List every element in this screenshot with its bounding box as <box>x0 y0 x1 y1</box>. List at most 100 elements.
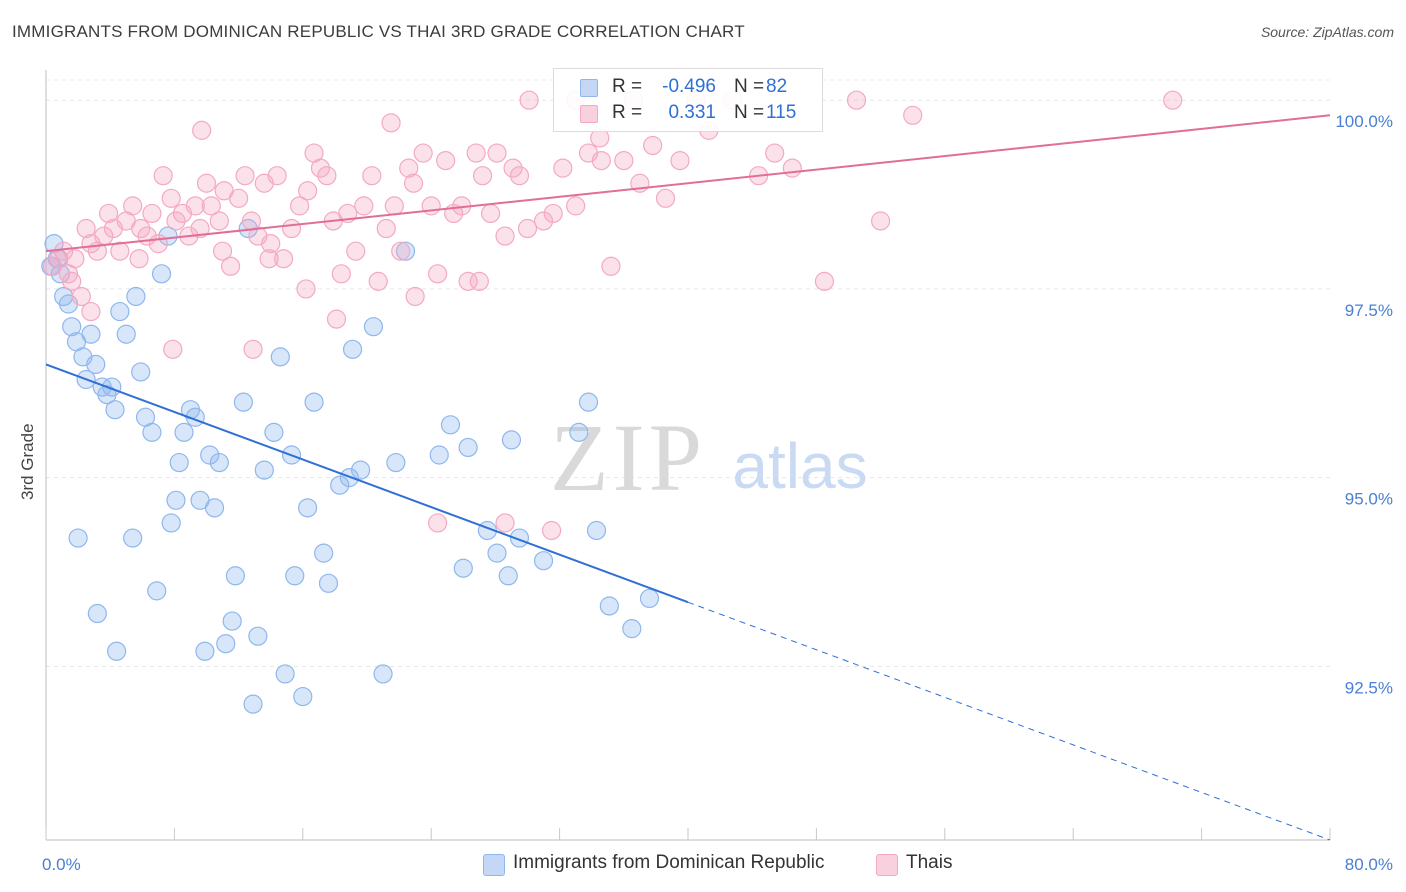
point-dominican <box>166 490 186 510</box>
point-dominican <box>131 362 151 382</box>
point-dominican <box>533 551 554 571</box>
point-thais <box>814 271 835 291</box>
legend-n-value: 82 <box>766 76 788 97</box>
point-dominican <box>50 264 71 284</box>
point-thais <box>259 249 279 269</box>
series-swatch-thais <box>876 854 898 876</box>
point-dominican <box>107 641 127 661</box>
x-tick-label: 80.0% <box>1345 855 1393 874</box>
point-thais <box>495 513 515 533</box>
point-dominican <box>204 498 225 518</box>
x-tick-label: 0.0% <box>42 855 81 874</box>
point-thais <box>517 218 538 239</box>
y-tick-label: 95.0% <box>1345 490 1393 509</box>
point-dominican <box>195 641 215 661</box>
point-thais <box>403 173 424 193</box>
point-thais <box>346 241 366 261</box>
point-thais <box>399 158 419 178</box>
point-thais <box>405 286 425 307</box>
point-dominican <box>102 377 122 397</box>
trend-lines <box>45 114 1331 841</box>
point-thais <box>331 264 351 284</box>
point-dominican <box>147 581 167 601</box>
point-thais <box>201 196 221 216</box>
point-dominican <box>318 573 339 593</box>
point-dominican <box>285 566 305 586</box>
legend-swatch-dominican <box>580 79 598 97</box>
point-thais <box>381 113 401 133</box>
point-dominican <box>87 603 107 624</box>
point-dominican <box>304 392 324 412</box>
point-thais <box>782 158 802 178</box>
point-dominican <box>453 558 473 578</box>
point-dominican <box>110 301 130 322</box>
point-dominican <box>158 226 178 246</box>
point-thais <box>289 196 310 216</box>
point-dominican <box>123 528 143 548</box>
point-thais <box>421 196 441 216</box>
series-label-thais: Thais <box>906 852 953 873</box>
point-dominican <box>498 566 518 586</box>
point-dominican <box>298 498 318 518</box>
point-thais <box>110 241 130 261</box>
legend-r-label: R = <box>612 102 643 123</box>
y-tick-label: 100.0% <box>1335 112 1393 131</box>
point-thais <box>65 249 85 269</box>
point-dominican <box>44 234 64 254</box>
trend-line-dominican-extension <box>687 601 1331 841</box>
point-thais <box>591 150 611 171</box>
point-thais <box>601 256 621 276</box>
point-dominican <box>233 392 254 412</box>
legend-r-label: R = <box>612 76 643 97</box>
point-thais <box>273 249 294 269</box>
point-thais <box>142 203 162 224</box>
point-dominican <box>275 664 295 684</box>
point-thais <box>368 271 388 291</box>
point-dominican <box>116 324 136 344</box>
point-thais <box>362 166 382 186</box>
point-dominican <box>501 430 522 450</box>
point-thais <box>354 196 374 216</box>
stats-legend: R = -0.496 N = 82 R = 0.331 N = 115 <box>553 68 823 132</box>
point-thais <box>190 218 210 239</box>
point-dominican <box>254 460 274 480</box>
point-thais <box>480 203 501 224</box>
point-thais <box>533 211 554 231</box>
point-thais <box>458 271 478 291</box>
point-thais <box>903 105 923 125</box>
point-thais <box>487 143 507 163</box>
legend-n-value: 115 <box>766 102 797 123</box>
point-dominican <box>243 694 263 714</box>
trend-line-thais <box>45 114 1331 253</box>
series-swatch-dominican <box>483 854 505 876</box>
point-thais <box>196 173 217 193</box>
point-thais <box>466 143 486 163</box>
point-thais <box>655 188 676 208</box>
legend-r-value: 0.331 <box>668 102 716 123</box>
point-thais <box>148 234 168 254</box>
point-dominican <box>81 324 101 344</box>
point-thais <box>428 513 448 533</box>
axes <box>45 70 1331 841</box>
point-thais <box>153 166 173 186</box>
point-dominican <box>578 392 599 412</box>
point-dominican <box>314 543 334 563</box>
point-thais <box>98 203 119 224</box>
point-dominican <box>86 354 106 375</box>
point-thais <box>413 143 433 163</box>
point-dominican <box>174 422 194 442</box>
point-dominican <box>363 317 384 337</box>
point-thais <box>42 256 63 276</box>
point-thais <box>220 256 241 276</box>
point-thais <box>846 90 867 110</box>
point-dominican <box>509 528 530 548</box>
point-dominican <box>330 475 350 495</box>
chart-source: Source: ZipAtlas.com <box>1260 24 1394 40</box>
point-thais <box>267 166 287 186</box>
point-dominican <box>169 452 189 473</box>
point-dominican <box>216 634 236 654</box>
point-dominican <box>126 286 146 307</box>
point-thais <box>296 279 316 299</box>
point-thais <box>469 271 489 291</box>
series-label-dominican: Immigrants from Dominican Republic <box>513 852 825 873</box>
